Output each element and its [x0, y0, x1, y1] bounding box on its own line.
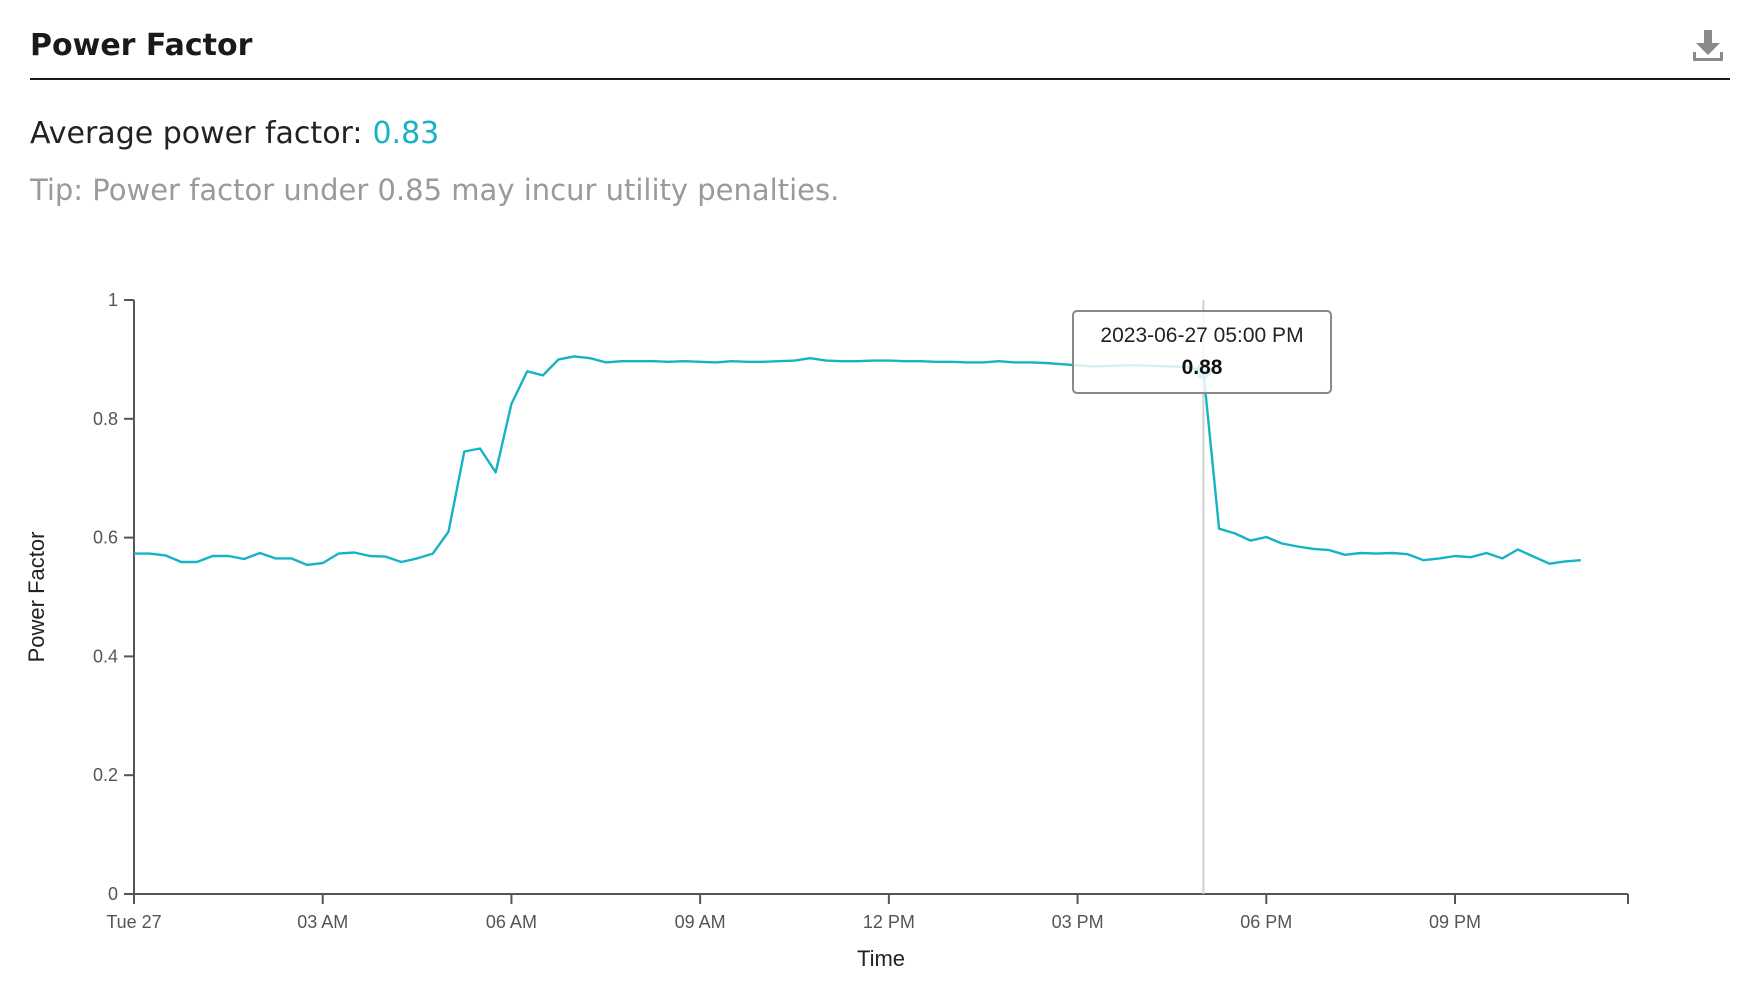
x-axis: Tue 27 03 AM 06 AM 09 AM 12 PM 03 PM 06 PM 09 P… — [106, 893, 1629, 932]
x-tick-label: 06 AM — [486, 912, 537, 932]
tooltip-time: 2023-06-27 05:00 PM — [1100, 324, 1304, 347]
y-axis-title: Power Factor — [24, 532, 49, 663]
page-title: Power Factor — [30, 28, 253, 63]
y-tick-label: 1 — [108, 290, 118, 310]
x-tick-label: 09 PM — [1429, 912, 1481, 932]
tip-text: Tip: Power factor under 0.85 may incur u… — [30, 173, 840, 207]
y-tick-label: 0.2 — [93, 765, 118, 785]
x-tick-label: 06 PM — [1240, 912, 1292, 932]
average-value: 0.83 — [372, 116, 440, 151]
y-axis: 0 0.2 0.4 0.6 0.8 1 — [93, 290, 135, 904]
chart-tooltip: 2023-06-27 05:00 PM 0.88 — [1072, 310, 1332, 394]
x-tick-label: Tue 27 — [106, 912, 161, 932]
download-icon[interactable] — [1690, 28, 1726, 64]
x-tick-label: 12 PM — [863, 912, 915, 932]
x-axis-title: Time — [857, 946, 905, 971]
tooltip-value: 0.88 — [1181, 356, 1223, 379]
y-tick-label: 0.8 — [93, 409, 118, 429]
panel-header: Power Factor — [30, 22, 1730, 80]
x-tick-label: 09 AM — [675, 912, 726, 932]
y-tick-label: 0 — [108, 884, 118, 904]
x-tick-label: 03 PM — [1052, 912, 1104, 932]
y-tick-label: 0.6 — [93, 528, 118, 548]
average-label: Average power factor: — [30, 116, 363, 151]
y-tick-label: 0.4 — [93, 646, 118, 666]
average-summary: Average power factor: 0.83 — [30, 116, 439, 151]
series-line[interactable] — [134, 355, 1581, 567]
x-tick-label: 03 AM — [297, 912, 348, 932]
